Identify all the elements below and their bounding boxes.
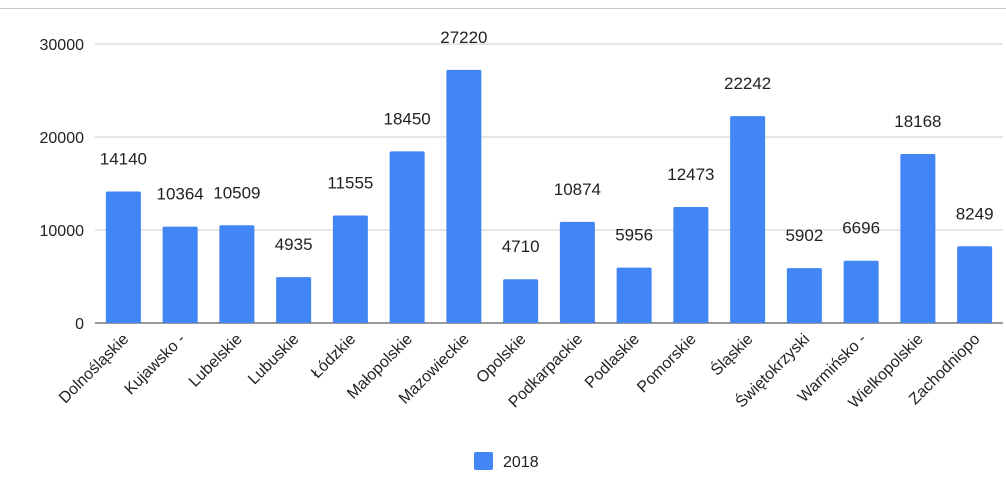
- x-tick-label: Lubuskie: [245, 331, 302, 388]
- legend: 2018: [474, 452, 539, 471]
- bar: [105, 191, 141, 323]
- x-tick-label: Lubelskie: [186, 331, 246, 391]
- data-label: 27220: [440, 28, 487, 47]
- bar: [559, 221, 595, 323]
- x-tick-label: Pomorskie: [634, 331, 700, 397]
- data-label: 4935: [275, 235, 313, 254]
- bar: [446, 69, 482, 323]
- bar: [900, 154, 936, 323]
- data-label: 10874: [554, 180, 601, 199]
- bar: [730, 116, 766, 323]
- data-label: 18450: [383, 109, 430, 128]
- x-tick-label: Opolskie: [473, 331, 529, 387]
- bar: [786, 268, 822, 323]
- data-label: 14140: [100, 149, 147, 168]
- data-label: 12473: [667, 165, 714, 184]
- x-tick-label: Dolnośląskie: [56, 331, 132, 407]
- legend-label: 2018: [503, 454, 539, 471]
- data-label: 6696: [842, 219, 880, 238]
- data-label: 22242: [724, 74, 771, 93]
- y-axis: 0 10000 20000 30000: [40, 37, 85, 333]
- bar: [957, 246, 993, 323]
- bar: [843, 260, 879, 323]
- bar: [276, 277, 312, 323]
- legend-swatch: [474, 452, 493, 470]
- x-tick-label: Podlaskie: [582, 331, 643, 392]
- data-label: 10364: [156, 185, 203, 204]
- data-label: 5902: [785, 226, 823, 245]
- data-labels: 14140 10364 10509 4935 11555 18450 27220 4710 10…: [100, 28, 994, 256]
- x-tick-label: Łódzkie: [308, 331, 359, 382]
- bars: [105, 69, 993, 323]
- data-label: 8249: [956, 204, 994, 223]
- y-tick-label: 10000: [40, 223, 85, 240]
- bar: [503, 279, 539, 323]
- bar: [673, 207, 709, 323]
- data-label: 18168: [894, 112, 941, 131]
- top-border: [0, 8, 1006, 9]
- y-tick-label: 20000: [40, 130, 85, 147]
- data-label: 4710: [502, 237, 540, 256]
- bar: [219, 225, 255, 323]
- x-tick-label: Kujawsko -: [122, 331, 189, 398]
- bar: [162, 226, 198, 323]
- bar: [332, 215, 368, 323]
- x-tick-label: Śląskie: [707, 329, 757, 379]
- bar: [389, 151, 425, 323]
- bar: [616, 267, 652, 323]
- data-label: 10509: [213, 183, 260, 202]
- y-tick-label: 30000: [40, 37, 85, 54]
- data-label: 11555: [327, 174, 373, 193]
- data-label: 5956: [615, 226, 653, 245]
- y-tick-label: 0: [75, 316, 84, 333]
